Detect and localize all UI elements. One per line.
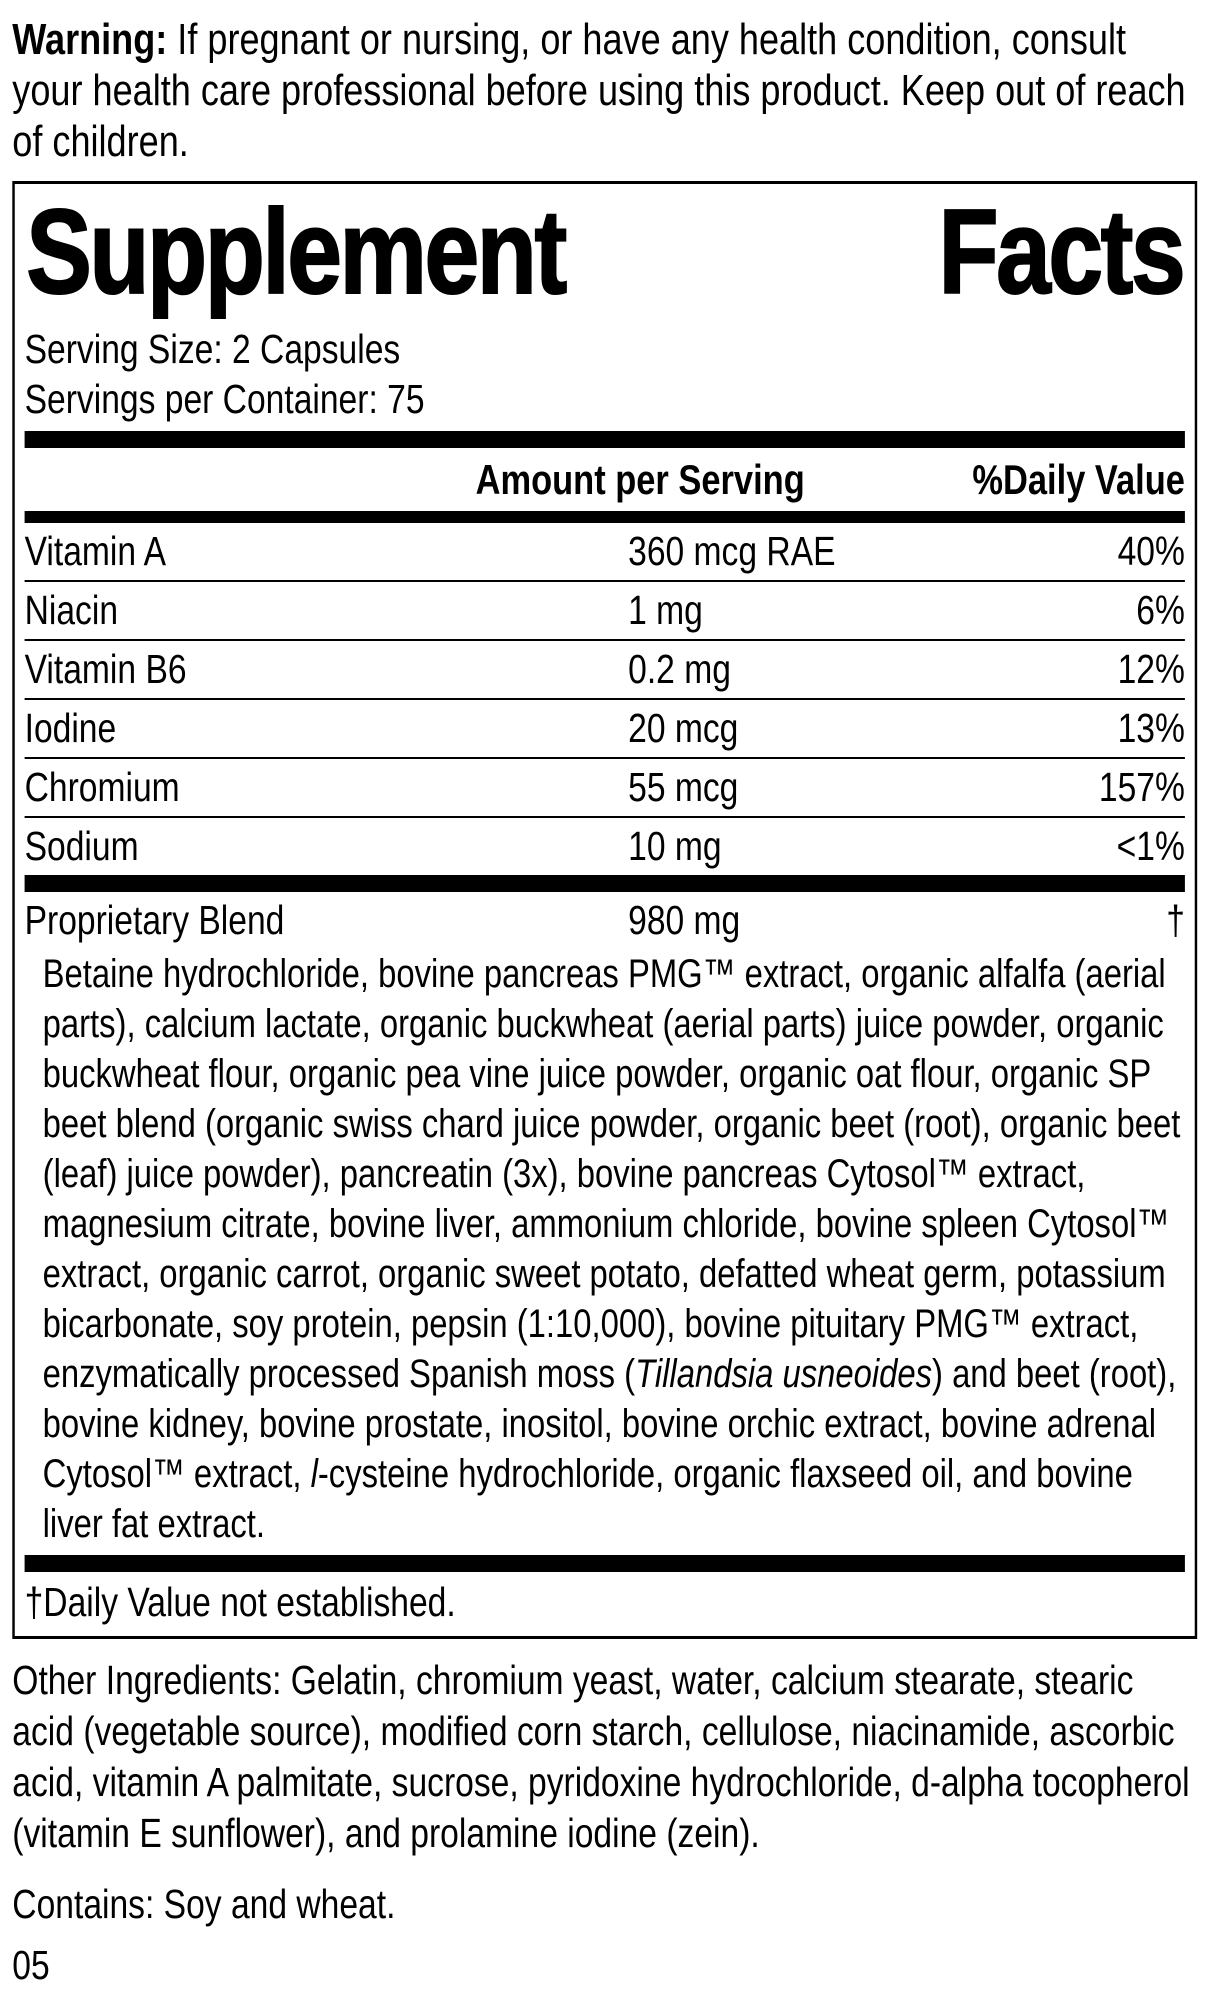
page-number: 05 [12, 1942, 50, 1988]
panel-title-word-left: Supplement [25, 185, 568, 319]
warning-text: If pregnant or nursing, or have any heal… [12, 15, 1186, 166]
blend-name: Proprietary Blend [24, 897, 285, 943]
table-row: Sodium 10 mg <1% [24, 816, 1185, 875]
nutrient-name: Chromium [24, 764, 180, 810]
nutrient-name: Vitamin A [24, 528, 167, 574]
other-ingredients-paragraph: Other Ingredients: Gelatin, chromium yea… [12, 1657, 1190, 1856]
divider-bar-top [24, 431, 1185, 448]
daily-value-header: %Daily Value [972, 456, 1185, 503]
divider-bar-under-header [24, 511, 1185, 523]
table-row: Chromium 55 mcg 157% [24, 757, 1185, 816]
nutrient-name: Vitamin B6 [24, 646, 187, 692]
nutrient-amount: 55 mcg [628, 764, 739, 810]
divider-bar-above-footnote [24, 1555, 1185, 1572]
nutrient-dv: <1% [1116, 823, 1185, 869]
blend-amount: 980 mg [628, 897, 741, 943]
supplement-facts-panel: Supplement Facts Serving Size: 2 Capsule… [12, 181, 1198, 1639]
amount-per-serving-header: Amount per Serving [475, 456, 805, 503]
panel-title: Supplement Facts [25, 185, 1187, 319]
nutrient-dv: 12% [1117, 646, 1185, 692]
table-row: Niacin 1 mg 6% [24, 580, 1185, 639]
table-row: Vitamin B6 0.2 mg 12% [24, 639, 1185, 698]
daily-value-footnote: †Daily Value not established. [24, 1579, 456, 1625]
blend-dv-dagger: † [1166, 897, 1185, 943]
warning-label: Warning: [12, 15, 168, 64]
nutrient-name: Niacin [24, 587, 119, 633]
nutrient-amount: 20 mcg [628, 705, 739, 751]
warning-paragraph: Warning: If pregnant or nursing, or have… [12, 14, 1197, 167]
nutrient-amount: 360 mcg RAE [628, 528, 836, 574]
nutrient-dv: 40% [1117, 528, 1185, 574]
nutrient-name: Sodium [24, 823, 139, 869]
label-sheet: Warning: If pregnant or nursing, or have… [0, 14, 1214, 1991]
nutrient-amount: 10 mg [628, 823, 722, 869]
nutrient-amount: 1 mg [628, 587, 703, 633]
table-header-row: Amount per Serving %Daily Value [25, 448, 1185, 511]
allergen-statement: Contains: Soy and wheat. [12, 1881, 396, 1927]
proprietary-blend-row: Proprietary Blend 980 mg † [25, 892, 1185, 949]
nutrient-name: Iodine [24, 705, 117, 751]
nutrient-table: Vitamin A 360 mcg RAE 40% Niacin 1 mg 6%… [24, 523, 1185, 875]
nutrient-dv: 157% [1098, 764, 1185, 810]
table-row: Vitamin A 360 mcg RAE 40% [25, 523, 1185, 580]
serving-size: Serving Size: 2 Capsules [24, 326, 401, 372]
divider-bar-above-blend [24, 875, 1185, 892]
panel-title-word-right: Facts [938, 185, 1187, 319]
servings-per-container: Servings per Container: 75 [24, 376, 425, 422]
nutrient-dv: 6% [1136, 587, 1185, 633]
nutrient-dv: 13% [1117, 705, 1185, 751]
blend-ingredient-list: Betaine hydrochloride, bovine pancreas P… [42, 952, 1181, 1546]
table-row: Iodine 20 mcg 13% [24, 698, 1185, 757]
nutrient-amount: 0.2 mg [628, 646, 731, 692]
